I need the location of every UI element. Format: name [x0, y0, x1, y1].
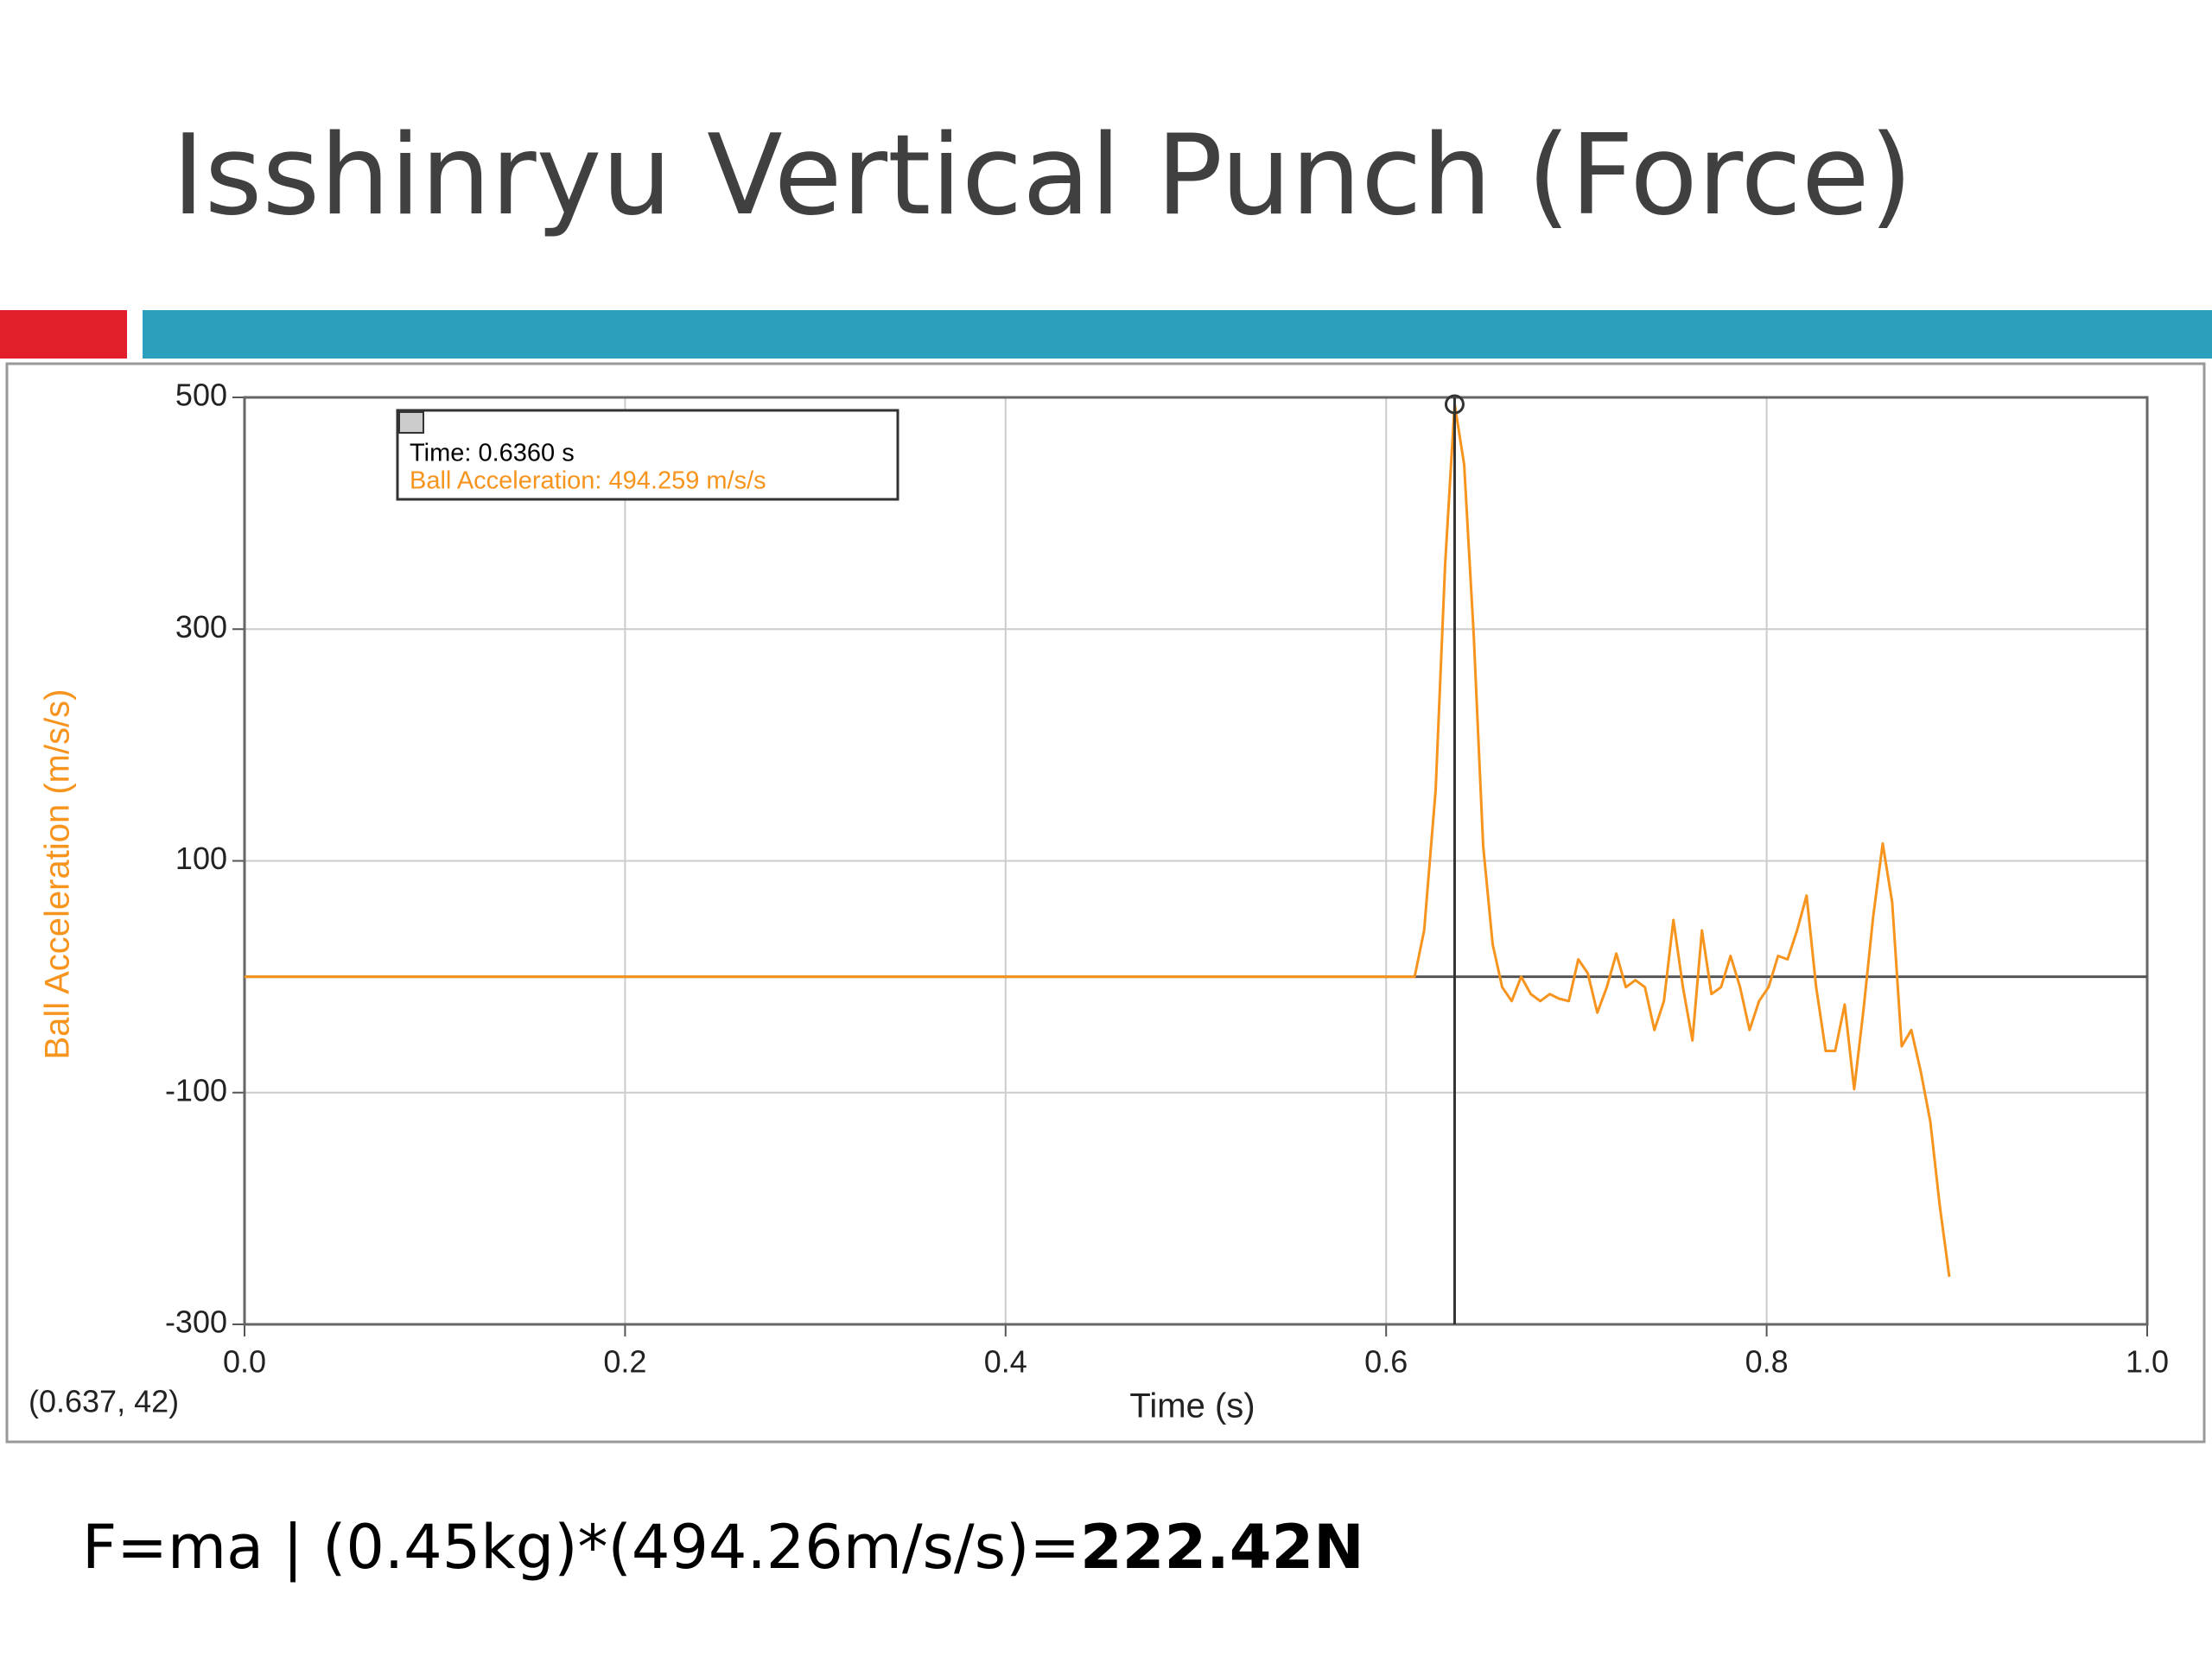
formula-result: 222.42N [1080, 1512, 1364, 1583]
y-axis-label: Ball Acceleration (m/s/s) [39, 689, 77, 1059]
tooltip-time: Time: 0.6360 s [410, 440, 575, 467]
chart-frame [5, 362, 2206, 1444]
plot: -300 -100 100 300 500 0.0 0.2 0.4 0.6 0.8 1.0 Time:… [29, 378, 2169, 1425]
x-tick-label: 0.6 [1364, 1344, 1408, 1380]
cursor-marker [1444, 394, 1465, 415]
coordinate-readout: (0.637, 42) [29, 1384, 179, 1419]
y-tick-label: 100 [175, 841, 227, 876]
x-tick-label: 0.0 [223, 1344, 266, 1380]
data-line [245, 403, 1951, 1278]
x-axis-label: Time (s) [1129, 1387, 1255, 1425]
tooltip-box [396, 409, 899, 501]
x-tick-label: 0.8 [1745, 1344, 1789, 1380]
slide-title: Isshinryu Vertical Punch (Force) [172, 111, 1913, 240]
formula-text: F=ma | (0.45kg)*(494.26m/s/s)= [82, 1512, 1080, 1583]
accent-bar [143, 310, 2212, 359]
y-tick-label: -100 [165, 1072, 227, 1108]
y-tick-label: 300 [175, 609, 227, 644]
accent-bar [0, 310, 127, 359]
tooltip-value: Ball Acceleration: 494.259 m/s/s [410, 467, 766, 495]
plot-border [243, 396, 2149, 1326]
tooltip-close[interactable] [398, 411, 424, 434]
x-tick-label: 0.2 [603, 1344, 646, 1380]
x-tick-label: 0.4 [984, 1344, 1027, 1380]
y-tick-label: -300 [165, 1304, 227, 1340]
formula: F=ma | (0.45kg)*(494.26m/s/s)=222.42N [82, 1512, 1364, 1583]
x-tick-label: 1.0 [2126, 1344, 2169, 1380]
y-tick-label: 500 [175, 378, 227, 413]
